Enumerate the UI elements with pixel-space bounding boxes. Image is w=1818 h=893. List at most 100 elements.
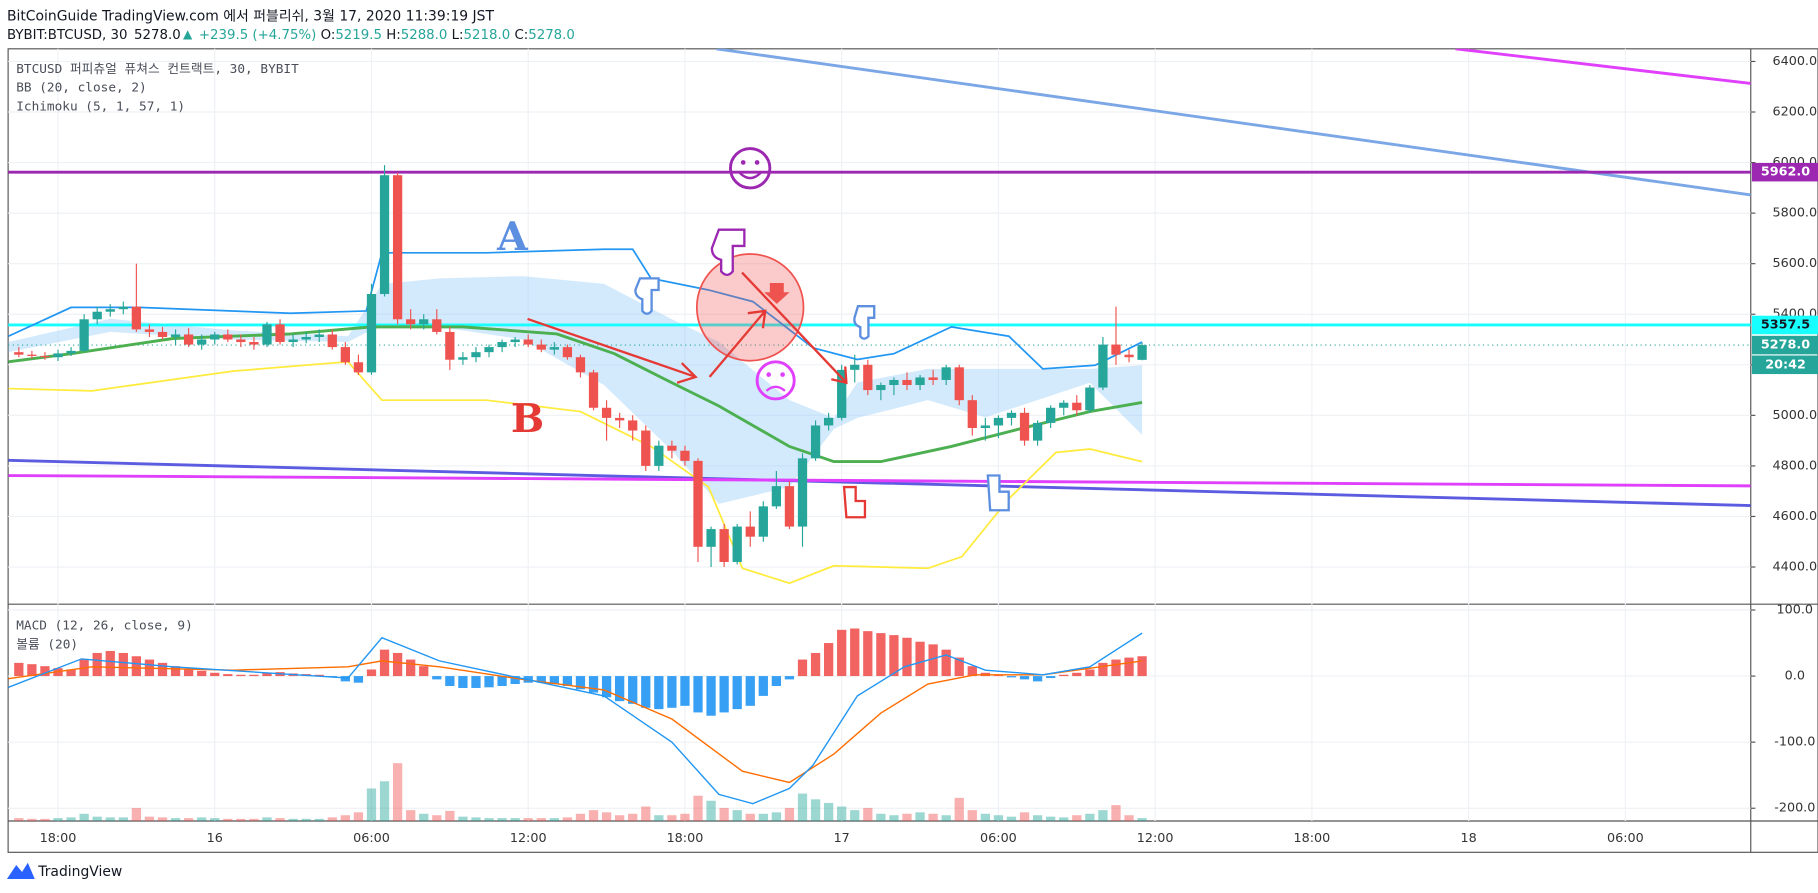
volume-bar bbox=[183, 818, 194, 821]
candle-body bbox=[889, 379, 899, 386]
candle-body bbox=[53, 353, 63, 358]
candle-body bbox=[1098, 344, 1108, 388]
macd-histogram bbox=[131, 656, 142, 677]
macd-histogram bbox=[667, 676, 677, 708]
candle-body bbox=[40, 355, 50, 358]
macd-histogram bbox=[784, 676, 795, 680]
ohlc-value: 5278.0 bbox=[528, 28, 575, 43]
macd-histogram bbox=[967, 666, 977, 677]
candle-body bbox=[1072, 402, 1082, 411]
macd-histogram bbox=[562, 676, 573, 686]
grid bbox=[8, 48, 1751, 821]
volume-bar bbox=[745, 813, 755, 821]
macd-histogram bbox=[1072, 672, 1082, 677]
volume-bar bbox=[1006, 816, 1017, 821]
macd-histogram bbox=[27, 664, 37, 677]
candle-body bbox=[275, 324, 285, 343]
volume-bar bbox=[301, 818, 311, 821]
volume-bar bbox=[902, 813, 912, 821]
volume-bar bbox=[223, 818, 233, 821]
volume-bar bbox=[693, 795, 703, 821]
candle-body bbox=[66, 350, 76, 354]
macd-histogram bbox=[1098, 662, 1108, 677]
macd-histogram bbox=[66, 669, 76, 677]
volume-bar bbox=[40, 818, 50, 821]
legend-item: Ichimoku (5, 1, 57, 1) bbox=[16, 99, 185, 114]
y-tick-label: 4600.0 bbox=[1772, 509, 1817, 524]
volume-bar bbox=[823, 802, 834, 821]
volume-bar bbox=[601, 812, 612, 821]
candle-body bbox=[993, 417, 1004, 426]
macd-histogram bbox=[14, 662, 24, 677]
candle-body bbox=[432, 319, 442, 332]
price-tag bbox=[1751, 162, 1818, 182]
legend-item: MACD (12, 26, close, 9) bbox=[16, 619, 193, 634]
candle-body bbox=[144, 329, 155, 332]
volume-bar bbox=[262, 817, 272, 821]
volume-bar bbox=[732, 810, 742, 821]
macd-histogram bbox=[588, 676, 599, 693]
macd-histogram bbox=[471, 676, 481, 688]
volume-bar bbox=[458, 816, 468, 821]
candle-body bbox=[484, 347, 494, 353]
macd-histogram bbox=[889, 635, 899, 677]
macd-histogram bbox=[693, 676, 703, 713]
macd-histogram bbox=[366, 669, 377, 677]
price-tag bbox=[1751, 335, 1818, 355]
volume-bar bbox=[366, 788, 377, 821]
x-tick-label: 16 bbox=[207, 831, 223, 846]
macd-histogram bbox=[758, 676, 768, 696]
volume-bar bbox=[131, 807, 142, 821]
symbol: BYBIT:BTCUSD, 30 bbox=[7, 28, 128, 43]
volume-bar bbox=[471, 817, 481, 821]
macd-pane bbox=[8, 628, 1147, 821]
volume-bar bbox=[197, 817, 207, 821]
volume-bar bbox=[771, 812, 782, 821]
volume-bar bbox=[993, 815, 1004, 821]
legend-item: BTCUSD 퍼피츄얼 퓨쳐스 컨트랙트, 30, BYBIT bbox=[16, 62, 299, 77]
volume-bar bbox=[445, 810, 455, 821]
volume-bar bbox=[327, 817, 337, 821]
candle-body bbox=[784, 486, 795, 527]
trendline bbox=[716, 48, 1751, 197]
ohlc-label: C: bbox=[514, 28, 528, 43]
price-tag-label: 5357.5 bbox=[1761, 317, 1810, 332]
price-tag bbox=[1751, 315, 1818, 335]
macd-histogram bbox=[223, 674, 233, 677]
candle-body bbox=[458, 357, 468, 360]
macd-histogram bbox=[392, 652, 403, 677]
macd-histogram bbox=[183, 669, 194, 677]
macd-histogram bbox=[353, 676, 364, 683]
candle-body bbox=[575, 357, 586, 373]
volume-bar bbox=[758, 813, 768, 821]
volume-bar bbox=[1085, 813, 1095, 821]
volume-bar bbox=[941, 815, 951, 821]
macd-histogram bbox=[458, 676, 468, 688]
volume-bar bbox=[144, 816, 155, 821]
candle-body bbox=[1046, 407, 1056, 423]
candle-body bbox=[588, 372, 599, 408]
volume-bar bbox=[719, 807, 729, 821]
y-tick-label: 6200.0 bbox=[1772, 105, 1817, 120]
macd-histogram bbox=[1006, 676, 1017, 678]
macd-histogram bbox=[732, 676, 742, 710]
x-tick-label: 06:00 bbox=[353, 831, 390, 846]
ohlc-label: H: bbox=[386, 28, 401, 43]
candle-body bbox=[1085, 387, 1095, 411]
macd-histogram bbox=[1124, 657, 1134, 677]
x-tick-label: 18:00 bbox=[40, 831, 77, 846]
macd-histogram bbox=[170, 666, 181, 677]
candle-body bbox=[353, 362, 364, 373]
drawings: A B bbox=[496, 147, 1010, 519]
candle-body bbox=[471, 352, 481, 358]
candle-body bbox=[562, 347, 573, 358]
candle-body bbox=[536, 344, 546, 350]
macd-histogram bbox=[954, 657, 964, 677]
x-tick-label: 17 bbox=[834, 831, 850, 846]
candle-body bbox=[693, 460, 703, 547]
macd-histogram bbox=[706, 676, 716, 716]
macd-histogram bbox=[379, 649, 390, 677]
candle-body bbox=[549, 347, 559, 350]
arrow bbox=[527, 317, 698, 384]
candle-body bbox=[1059, 402, 1069, 408]
